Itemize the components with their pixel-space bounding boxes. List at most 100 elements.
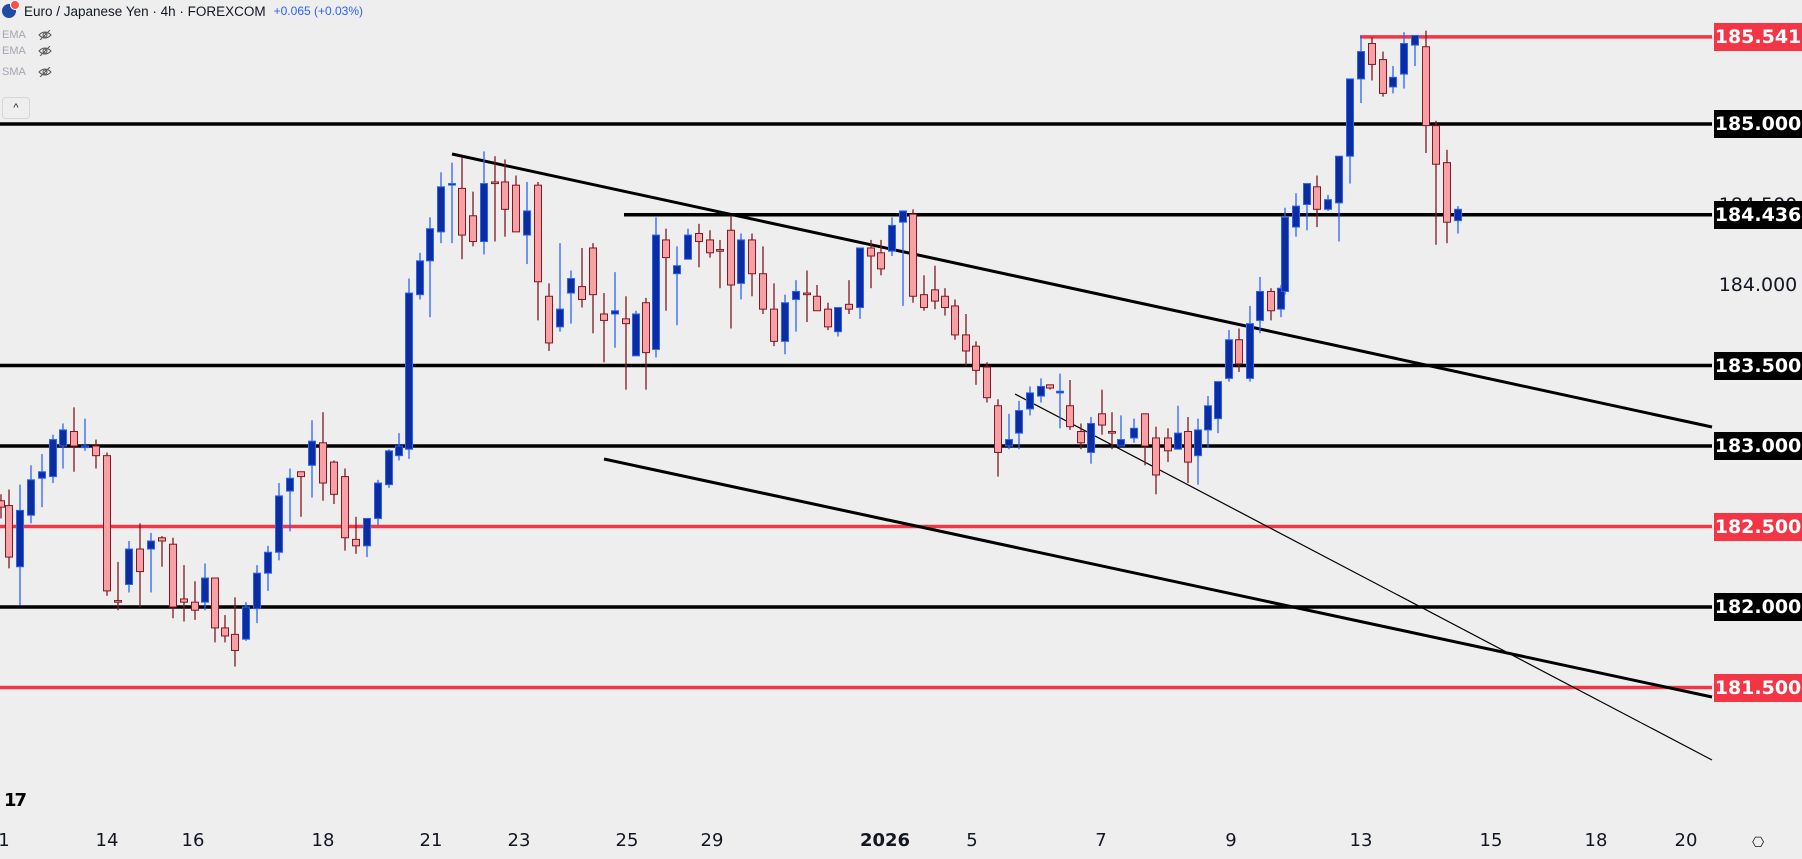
eye-hidden-icon[interactable] <box>38 46 52 56</box>
candle <box>147 532 155 593</box>
candle <box>264 545 272 591</box>
chart-header: Euro / Japanese Yen · 4h · FOREXCOM +0.0… <box>0 0 363 22</box>
candle <box>1184 417 1192 484</box>
candle <box>59 423 67 469</box>
candle <box>684 228 692 260</box>
time-label-5: 5 <box>966 830 978 851</box>
candlesticks <box>0 30 1462 667</box>
indicator-label: SMA <box>2 66 26 78</box>
candle <box>1066 379 1074 430</box>
candle <box>845 280 853 314</box>
candle <box>169 537 177 619</box>
candle <box>501 159 509 237</box>
candle <box>374 479 382 525</box>
eye-hidden-icon[interactable] <box>38 67 52 77</box>
candle <box>695 223 703 268</box>
candle <box>1313 175 1321 228</box>
candle <box>1117 415 1125 447</box>
candle <box>1026 386 1034 416</box>
eurjpy-flag-icon <box>2 0 20 18</box>
candle <box>759 246 767 314</box>
candle <box>491 156 499 242</box>
candle <box>1246 305 1254 382</box>
time-label-14: 14 <box>95 830 119 851</box>
candle <box>1292 193 1300 237</box>
candle <box>1087 417 1095 464</box>
price-label-183.500: 183.500 <box>1714 351 1802 380</box>
candle <box>748 233 756 297</box>
candle <box>1204 396 1212 448</box>
time-label-21: 21 <box>419 830 443 851</box>
price-label-182.500: 182.500 <box>1714 512 1802 541</box>
time-label-20: 20 <box>1674 830 1698 851</box>
candle <box>469 191 477 247</box>
candle <box>0 494 5 519</box>
candle <box>951 299 959 340</box>
candle <box>275 483 283 561</box>
candle <box>1141 413 1149 466</box>
trendline[interactable] <box>451 152 1713 429</box>
candle <box>416 252 424 300</box>
collapse-indicators-button[interactable]: ^ <box>2 97 30 119</box>
candle <box>1056 373 1064 429</box>
trendlines <box>451 152 1713 761</box>
candle <box>231 597 239 667</box>
time-label-7: 7 <box>1095 830 1107 851</box>
candle <box>1400 32 1408 89</box>
candle <box>363 517 371 558</box>
candle <box>1015 400 1023 450</box>
indicator-row-sma[interactable]: SMA <box>2 63 52 81</box>
candle <box>221 615 229 643</box>
candle <box>920 275 928 311</box>
candle <box>352 516 360 554</box>
candle <box>319 412 327 501</box>
candle <box>1443 149 1451 244</box>
candle <box>437 172 445 244</box>
time-label-1: 1 <box>0 830 10 851</box>
trendline[interactable] <box>1014 393 1713 761</box>
candle <box>824 302 832 331</box>
candle <box>1411 34 1419 67</box>
candle <box>770 283 778 347</box>
indicator-row-ema-1[interactable]: EMA <box>2 26 52 44</box>
price-label-185.000: 185.000 <box>1714 110 1802 138</box>
candle <box>1077 423 1085 450</box>
candle <box>1422 30 1430 153</box>
candle <box>803 270 811 323</box>
candle <box>1225 330 1233 382</box>
trendline[interactable] <box>603 457 1713 699</box>
candle <box>1235 328 1243 372</box>
candle <box>632 310 640 357</box>
candle <box>611 272 619 348</box>
candle <box>448 162 456 244</box>
chevron-up-icon: ^ <box>13 102 19 114</box>
candle <box>180 565 188 622</box>
candle <box>253 565 261 624</box>
time-label-16: 16 <box>181 830 205 851</box>
candle <box>103 452 111 596</box>
candle <box>385 449 393 488</box>
time-label-15: 15 <box>1479 830 1503 851</box>
candle <box>341 468 349 551</box>
price-change: +0.065 (+0.03%) <box>273 4 364 18</box>
candle <box>1335 155 1343 242</box>
tradingview-logo-icon[interactable]: 17 <box>4 790 27 811</box>
settings-icon[interactable]: ⎔ <box>1752 834 1765 850</box>
symbol-title[interactable]: Euro / Japanese Yen · 4h · FOREXCOM <box>24 3 266 19</box>
candle <box>931 265 939 310</box>
candle <box>1256 276 1264 334</box>
candle <box>1046 384 1054 390</box>
indicator-label: EMA <box>2 45 26 57</box>
candle <box>727 215 735 329</box>
eye-hidden-icon[interactable] <box>38 30 52 40</box>
candle <box>27 465 35 524</box>
indicator-row-ema-2[interactable]: EMA <box>2 42 52 60</box>
candle <box>81 418 89 451</box>
candle <box>1098 389 1106 435</box>
candle <box>1357 35 1365 104</box>
candle <box>737 233 745 300</box>
candle <box>1324 194 1332 211</box>
candle <box>877 239 885 276</box>
candle <box>642 297 650 390</box>
